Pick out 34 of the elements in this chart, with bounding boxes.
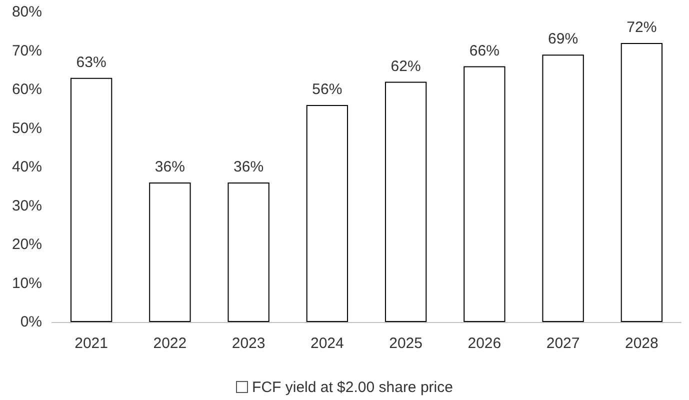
x-tick-label: 2027 — [546, 335, 580, 352]
data-label: 66% — [469, 42, 500, 60]
data-label: 63% — [76, 54, 106, 71]
y-tick-label: 10% — [12, 274, 42, 292]
data-label: 62% — [390, 58, 421, 75]
y-tick-label: 20% — [12, 236, 42, 253]
y-tick-label: 40% — [12, 158, 42, 176]
x-tick-label: 2024 — [310, 335, 344, 352]
y-tick-label: 50% — [12, 120, 42, 137]
data-label: 56% — [312, 81, 342, 98]
data-label: 69% — [548, 30, 578, 48]
x-tick-label: 2025 — [389, 335, 422, 352]
x-tick-label: 2022 — [153, 335, 187, 352]
bar — [306, 105, 348, 322]
bar — [384, 82, 427, 322]
y-tick-label: 80% — [12, 4, 42, 20]
y-tick-label: 60% — [12, 81, 42, 98]
x-tick-label: 2023 — [232, 335, 266, 352]
bar — [70, 78, 112, 322]
x-tick-label: 2028 — [625, 335, 658, 352]
bar — [228, 182, 270, 322]
bar — [542, 54, 584, 322]
y-tick-label: 0% — [20, 314, 42, 330]
bar — [620, 43, 663, 322]
data-label: 36% — [234, 158, 264, 176]
x-tick-label: 2026 — [468, 335, 502, 352]
y-tick-label: 30% — [12, 197, 42, 214]
bar — [464, 66, 506, 322]
text: FCF yield at $2.00 share price — [252, 379, 453, 396]
bar — [149, 182, 191, 322]
data-label: 72% — [626, 19, 657, 36]
y-tick-label: 70% — [12, 42, 42, 60]
x-tick-label: 2021 — [74, 335, 108, 352]
data-label: 36% — [154, 158, 185, 176]
